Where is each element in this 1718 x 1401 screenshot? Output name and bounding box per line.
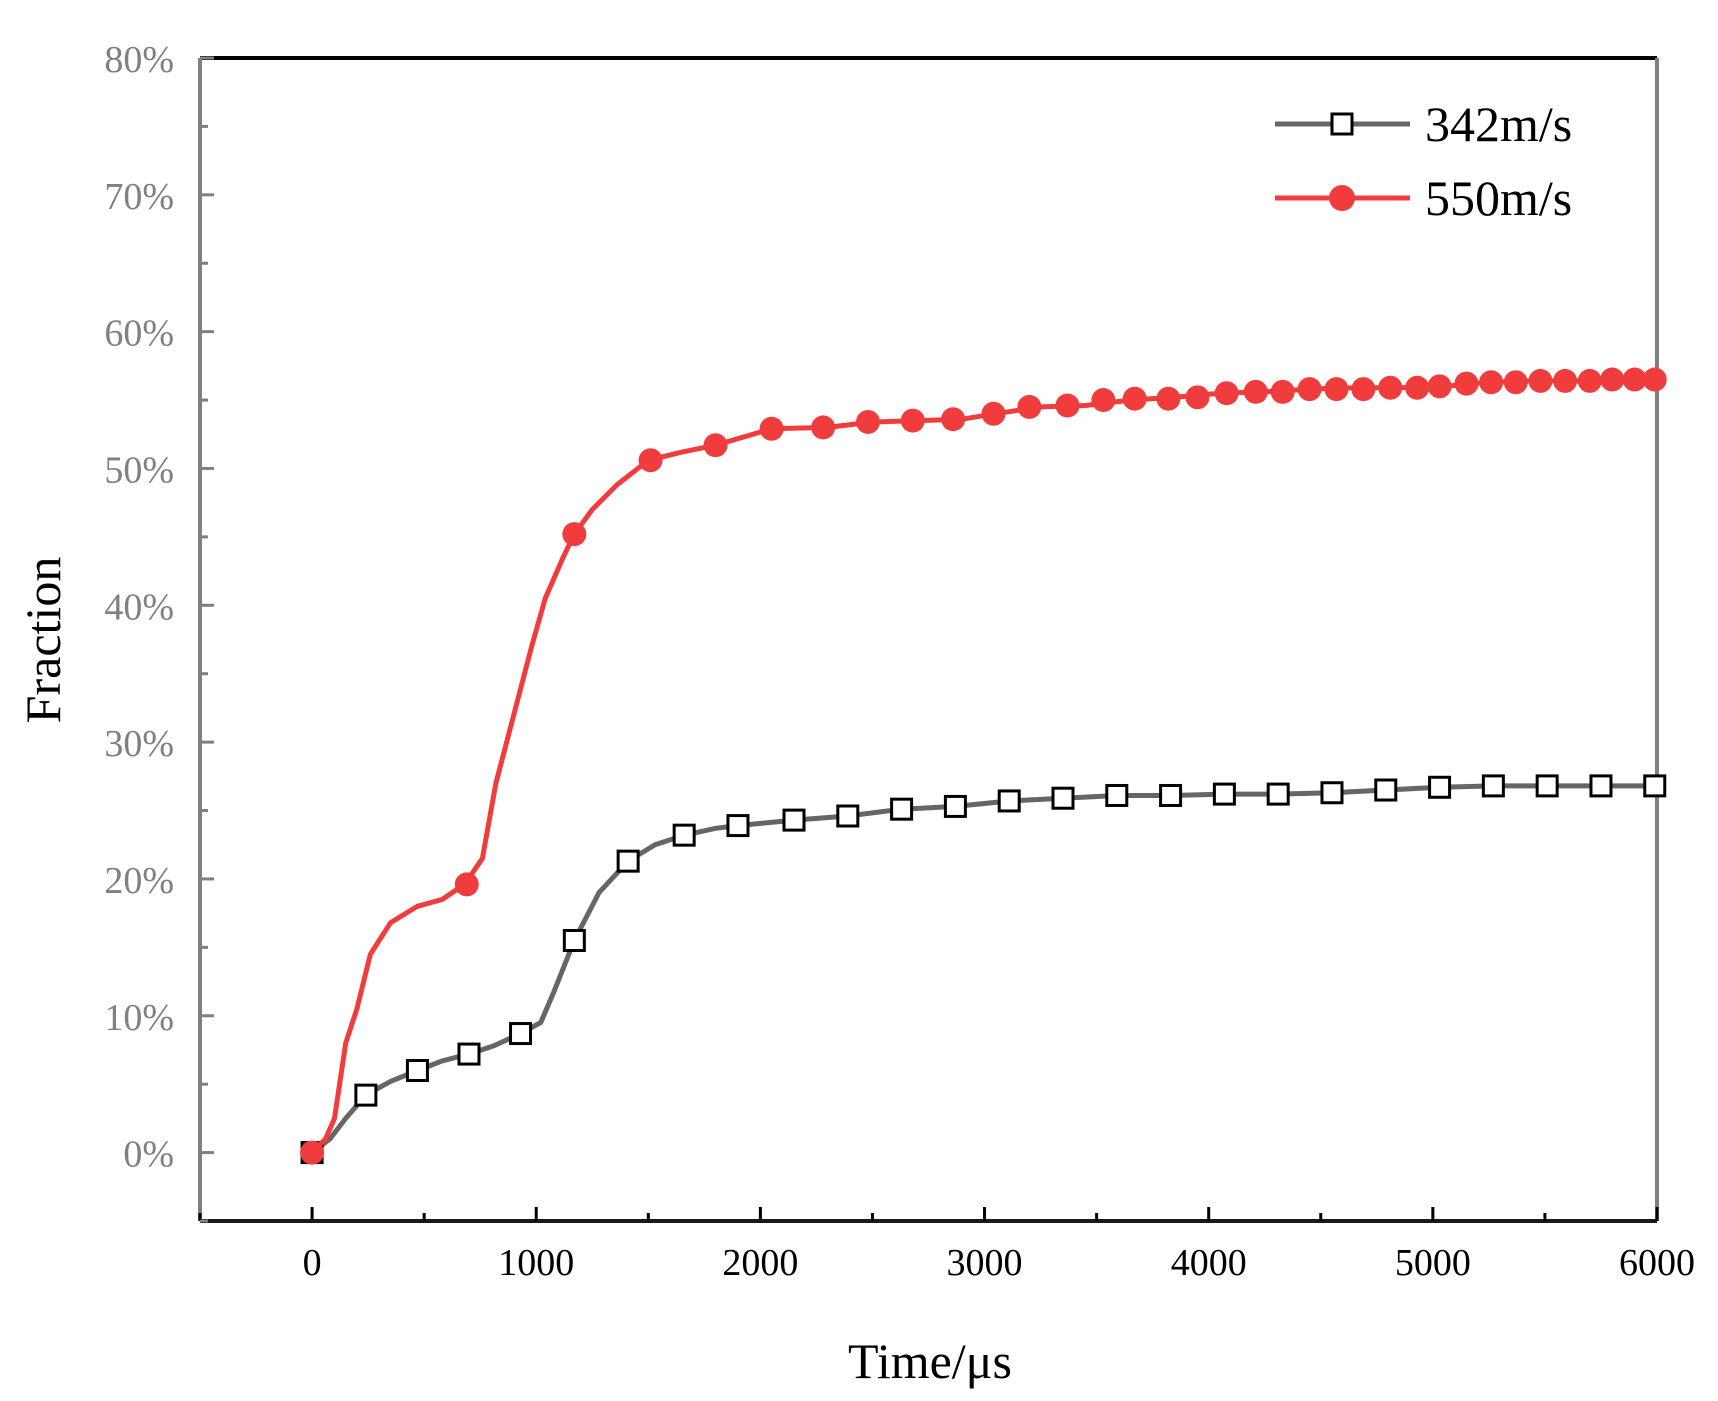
data-point bbox=[1427, 374, 1452, 399]
data-point bbox=[1270, 379, 1295, 404]
data-point bbox=[1642, 367, 1667, 392]
y-tick-label: 70% bbox=[104, 176, 174, 218]
data-point bbox=[454, 872, 479, 897]
x-tick-label: 1000 bbox=[498, 1242, 574, 1284]
data-point bbox=[1055, 393, 1080, 418]
data-point bbox=[997, 789, 1021, 813]
y-tick-label: 40% bbox=[104, 586, 174, 628]
data-point bbox=[981, 401, 1006, 426]
data-point bbox=[759, 416, 784, 441]
data-point bbox=[900, 408, 925, 433]
data-point bbox=[943, 794, 967, 818]
y-tick-label: 60% bbox=[104, 313, 174, 355]
data-point bbox=[1589, 774, 1613, 798]
data-point bbox=[354, 1083, 378, 1107]
data-point bbox=[1503, 370, 1528, 395]
y-tick-label: 80% bbox=[104, 39, 174, 81]
data-point bbox=[1428, 775, 1452, 799]
data-point bbox=[941, 407, 966, 432]
x-tick-label: 2000 bbox=[722, 1242, 798, 1284]
axes bbox=[198, 56, 1659, 1223]
data-point bbox=[562, 522, 587, 547]
data-point bbox=[811, 415, 836, 440]
data-point bbox=[1091, 388, 1116, 413]
x-tick-label: 3000 bbox=[947, 1242, 1023, 1284]
data-point bbox=[1297, 377, 1322, 402]
data-point bbox=[1528, 368, 1553, 393]
data-point bbox=[562, 929, 586, 953]
data-point bbox=[1324, 377, 1349, 402]
data-point bbox=[1185, 385, 1210, 410]
legend-label: 550m/s bbox=[1425, 170, 1572, 226]
data-point bbox=[1320, 781, 1344, 805]
data-point bbox=[1122, 386, 1147, 411]
data-point bbox=[1156, 386, 1181, 411]
data-point bbox=[1553, 368, 1578, 393]
data-point bbox=[509, 1022, 533, 1046]
data-point bbox=[1159, 783, 1183, 807]
data-point bbox=[300, 1140, 325, 1165]
data-point bbox=[703, 433, 728, 458]
legend-label: 342m/s bbox=[1425, 96, 1572, 152]
data-point bbox=[1243, 379, 1268, 404]
data-point bbox=[1600, 367, 1625, 392]
data-point bbox=[1577, 368, 1602, 393]
data-point bbox=[1378, 375, 1403, 400]
x-tick-label: 5000 bbox=[1395, 1242, 1471, 1284]
data-point bbox=[616, 849, 640, 873]
data-point bbox=[726, 814, 750, 838]
data-point bbox=[1051, 786, 1075, 810]
data-point bbox=[1622, 367, 1647, 392]
y-tick-label: 10% bbox=[104, 997, 174, 1039]
series-342m/s bbox=[300, 774, 1667, 1165]
y-tick-label: 20% bbox=[104, 860, 174, 902]
y-tick-label: 30% bbox=[104, 723, 174, 765]
data-point bbox=[1481, 774, 1505, 798]
series-layer bbox=[300, 367, 1667, 1165]
y-tick-label: 50% bbox=[104, 449, 174, 491]
data-point bbox=[457, 1042, 481, 1066]
data-point bbox=[672, 823, 696, 847]
data-point bbox=[1351, 377, 1376, 402]
legend-marker bbox=[1329, 185, 1355, 211]
data-point bbox=[1535, 774, 1559, 798]
data-point bbox=[1374, 778, 1398, 802]
data-point bbox=[1479, 370, 1504, 395]
y-tick-label: 0% bbox=[123, 1134, 174, 1176]
data-point bbox=[1405, 375, 1430, 400]
legend-marker bbox=[1330, 112, 1354, 136]
x-axis-title: Time/μs bbox=[848, 1333, 1012, 1389]
data-point bbox=[855, 409, 880, 434]
data-point bbox=[782, 808, 806, 832]
data-point bbox=[1266, 782, 1290, 806]
data-point bbox=[1643, 774, 1667, 798]
data-point bbox=[836, 804, 860, 828]
ticks: 0 1000 2000 3000 4000 5000 6000 0% 10% 20% 30% 40% 5… bbox=[104, 39, 1695, 1284]
x-tick-label: 6000 bbox=[1619, 1242, 1695, 1284]
data-point bbox=[405, 1058, 429, 1082]
data-point bbox=[638, 448, 663, 473]
data-point bbox=[890, 797, 914, 821]
data-point bbox=[1214, 381, 1239, 406]
data-point bbox=[1105, 783, 1129, 807]
legend: 342m/s 550m/s bbox=[1275, 96, 1572, 226]
data-point bbox=[1212, 782, 1236, 806]
series-550m/s bbox=[300, 367, 1667, 1165]
legend-item: 342m/s bbox=[1275, 96, 1572, 152]
legend-item: 550m/s bbox=[1275, 170, 1572, 226]
x-tick-label: 0 bbox=[303, 1242, 322, 1284]
y-axis-title: Fraction bbox=[15, 557, 71, 724]
data-point bbox=[1454, 371, 1479, 396]
x-tick-label: 4000 bbox=[1171, 1242, 1247, 1284]
data-point bbox=[1017, 394, 1042, 419]
